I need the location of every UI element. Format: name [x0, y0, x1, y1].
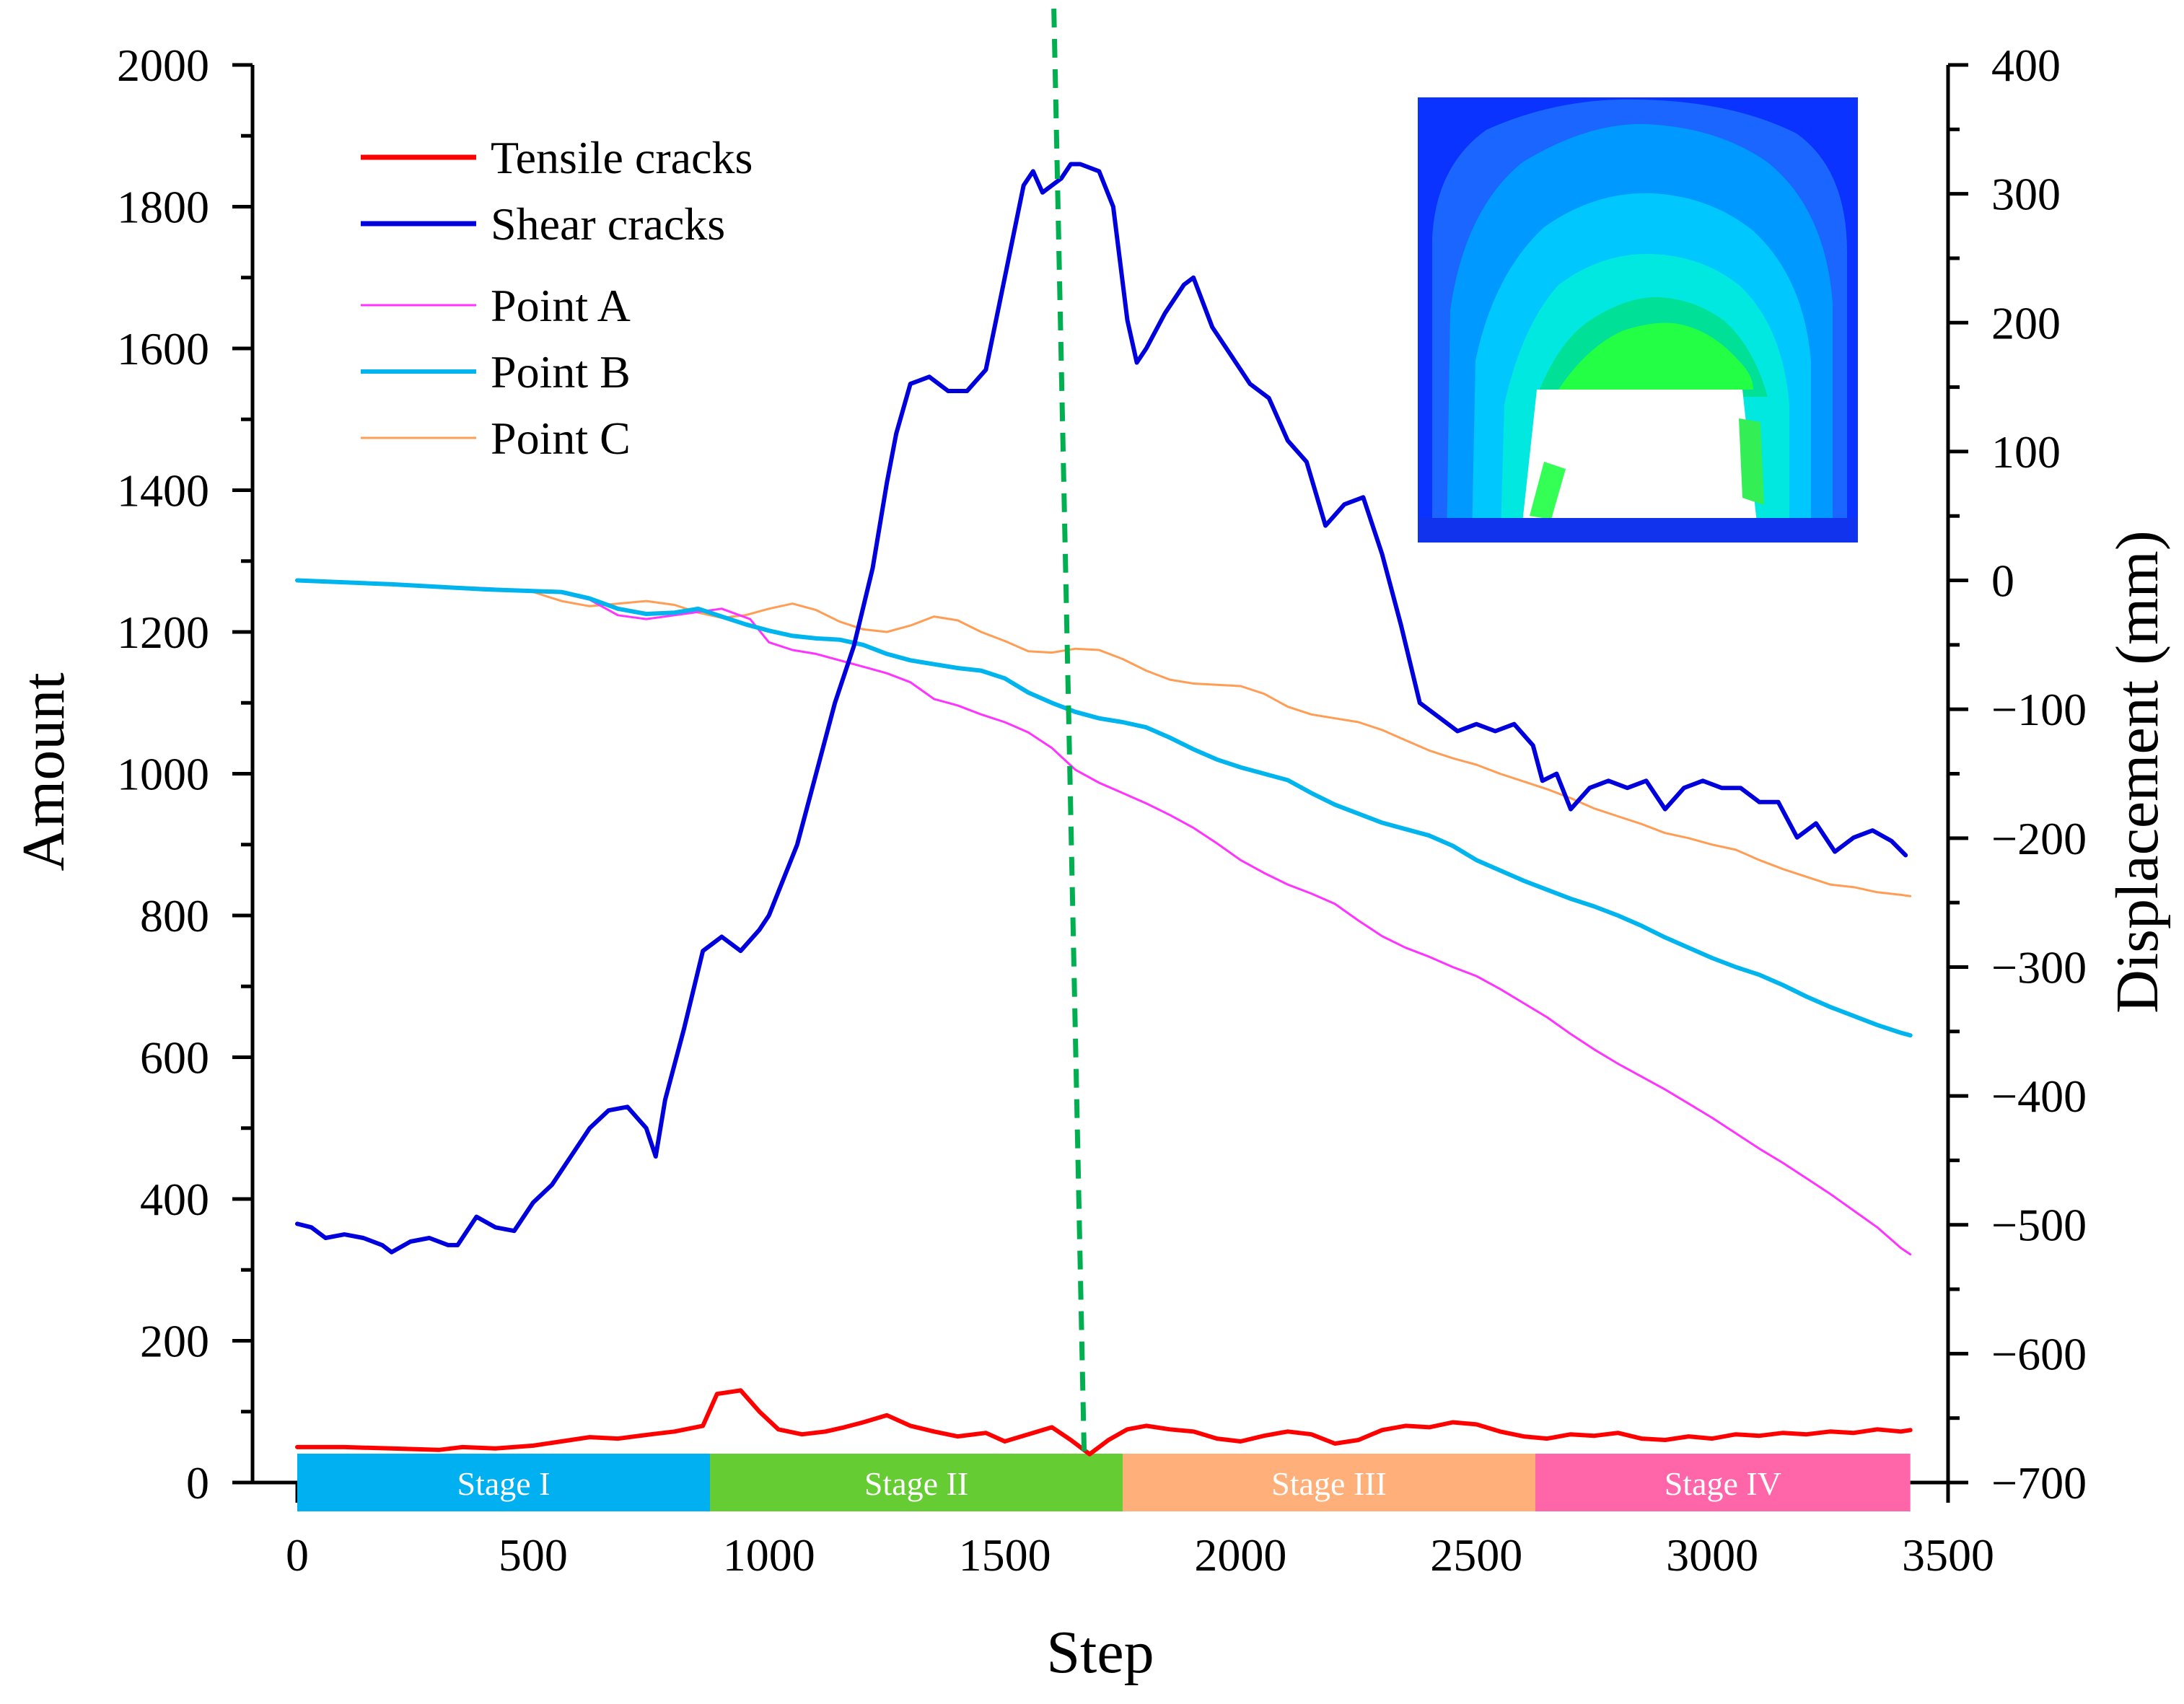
y-right-tick-label: −400: [1991, 1071, 2087, 1122]
y-axis-left-title: Amount: [10, 672, 77, 871]
x-axis-title: Step: [1046, 1619, 1154, 1686]
stage-bar-1: [297, 1454, 710, 1511]
x-tick-label: 1500: [959, 1529, 1051, 1581]
stage-bar-2: [710, 1454, 1123, 1511]
stage-label-4: Stage IV: [1665, 1465, 1781, 1502]
y-right-tick-label: −700: [1991, 1457, 2087, 1508]
legend-label-shear-cracks: Shear cracks: [491, 198, 725, 250]
y-left-tick-label: 800: [140, 890, 209, 941]
y-right-tick-label: 200: [1991, 297, 2061, 348]
x-tick-label: 1000: [723, 1529, 815, 1581]
tick-labels: 0 500 1000 1500 2000 2500 3000 3500020040060080…: [117, 40, 2087, 1581]
y-left-tick-label: 400: [140, 1174, 209, 1225]
x-tick-label: 2000: [1194, 1529, 1286, 1581]
y-right-tick-label: 0: [1991, 555, 2014, 607]
x-tick-label: 3500: [1902, 1529, 1994, 1581]
y-right-tick-label: −100: [1991, 684, 2087, 735]
y-left-tick-label: 600: [140, 1032, 209, 1084]
y-right-tick-label: 300: [1991, 169, 2061, 220]
stage-bars: Stage I Stage II Stage III Stage IV: [297, 1454, 1911, 1511]
series-lines: [295, 162, 1913, 1457]
y-right-tick-label: −500: [1991, 1200, 2087, 1251]
stage-bar-4: [1535, 1454, 1911, 1511]
y-left-tick-label: 1000: [117, 749, 209, 800]
series-line-tensile-cracks: [295, 1388, 1913, 1457]
y-left-tick-label: 1800: [117, 182, 209, 233]
y-right-tick-label: 400: [1991, 40, 2061, 91]
y-left-tick-label: 200: [140, 1316, 209, 1367]
x-tick-label: 3000: [1666, 1529, 1758, 1581]
legend-item-tensile-cracks: Tensile cracks: [361, 132, 753, 183]
stage-label-1: Stage I: [457, 1465, 550, 1502]
legend: Tensile cracks Shear cracks Point A Poin…: [361, 132, 753, 464]
y-right-tick-label: −200: [1991, 813, 2087, 864]
x-tick-label: 500: [499, 1529, 568, 1581]
y-right-tick-label: −600: [1991, 1328, 2087, 1379]
series-line-point-c: [296, 579, 1912, 897]
series-line-point-a: [296, 579, 1912, 1256]
stage-label-3: Stage III: [1271, 1465, 1387, 1502]
x-tick-label: 0: [286, 1529, 309, 1581]
peak-marker-line: [1051, 8, 1087, 1454]
y-left-tick-label: 2000: [117, 40, 209, 91]
legend-item-point-a: Point A: [361, 280, 631, 331]
legend-label-point-c: Point C: [491, 413, 631, 464]
legend-item-shear-cracks: Shear cracks: [361, 198, 725, 250]
y-right-tick-label: 100: [1991, 426, 2061, 478]
inset-displacement-contour-image: [1418, 97, 1858, 543]
x-tick-label: 2500: [1430, 1529, 1522, 1581]
series-line-shear-cracks: [295, 162, 1908, 1255]
legend-item-point-b: Point B: [361, 346, 631, 398]
y-right-tick-label: −300: [1991, 941, 2087, 993]
stage-label-2: Stage II: [864, 1465, 968, 1502]
y-left-tick-label: 1400: [117, 465, 209, 517]
legend-label-point-b: Point B: [491, 346, 631, 398]
legend-label-tensile-cracks: Tensile cracks: [491, 132, 753, 183]
legend-label-point-a: Point A: [491, 280, 631, 331]
legend-item-point-c: Point C: [361, 413, 631, 464]
y-left-tick-label: 1200: [117, 607, 209, 658]
series-line-point-b: [295, 578, 1913, 1038]
y-left-tick-label: 1600: [117, 323, 209, 374]
y-left-tick-label: 0: [186, 1457, 209, 1508]
stage-bar-3: [1123, 1454, 1535, 1511]
y-axis-right-title: Displacement (mm): [2104, 530, 2171, 1013]
